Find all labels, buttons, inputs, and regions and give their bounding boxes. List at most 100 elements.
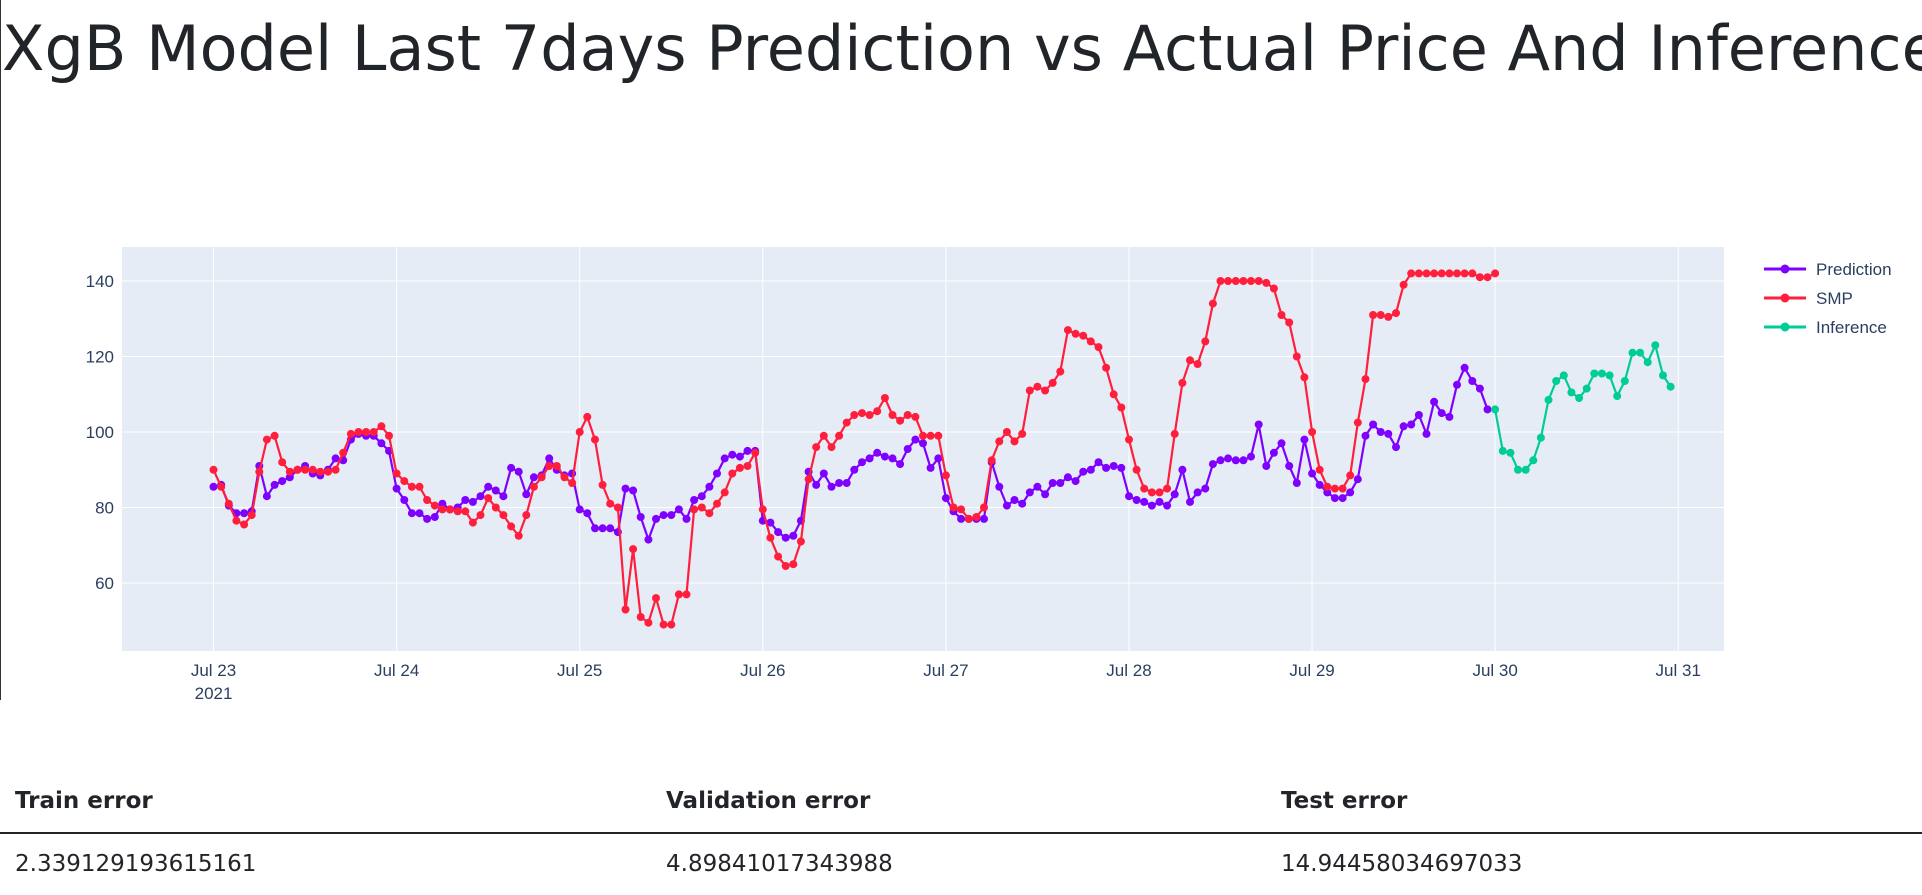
data-point	[377, 422, 386, 431]
data-point	[751, 448, 760, 457]
data-point	[400, 496, 409, 504]
data-point	[301, 465, 310, 474]
data-point	[758, 505, 767, 514]
data-point	[1628, 348, 1637, 357]
legend-label: Prediction	[1816, 260, 1892, 279]
data-point	[1361, 431, 1370, 440]
data-point	[293, 465, 302, 474]
data-point	[1468, 269, 1477, 278]
data-point	[209, 482, 218, 491]
data-point	[1109, 390, 1118, 399]
data-point	[514, 531, 523, 540]
data-point	[659, 511, 668, 520]
data-point	[1262, 278, 1271, 287]
data-point	[255, 467, 264, 476]
data-point	[1292, 352, 1301, 361]
data-point	[636, 613, 645, 621]
data-point	[705, 509, 714, 518]
data-point	[1285, 318, 1294, 327]
data-point	[1010, 437, 1019, 446]
data-point	[1041, 490, 1050, 499]
data-point	[850, 411, 859, 419]
legend-item-smp[interactable]: SMP	[1764, 289, 1853, 308]
data-point	[385, 431, 393, 440]
data-point	[1338, 484, 1347, 493]
data-point	[1597, 369, 1606, 378]
data-point	[1277, 311, 1286, 319]
data-point	[1193, 488, 1202, 497]
data-point	[1063, 326, 1072, 335]
data-point	[1018, 429, 1027, 438]
data-point	[1392, 443, 1400, 452]
data-point	[919, 431, 927, 440]
data-point	[560, 473, 569, 482]
data-point	[240, 520, 249, 529]
data-point	[1178, 465, 1187, 474]
data-point	[247, 511, 256, 520]
data-point	[819, 469, 828, 478]
data-point	[880, 452, 889, 461]
data-point	[1201, 337, 1210, 346]
legend-item-inference[interactable]: Inference	[1764, 318, 1887, 337]
data-point	[1437, 409, 1446, 418]
data-point	[362, 428, 371, 436]
data-point	[1422, 269, 1431, 278]
legend[interactable]: Prediction SMP Inference	[1764, 260, 1892, 337]
data-point	[1430, 397, 1439, 406]
data-point	[262, 492, 271, 501]
data-point	[652, 594, 660, 603]
data-point	[1140, 484, 1149, 493]
data-point	[430, 501, 439, 510]
data-point	[743, 446, 752, 455]
data-point	[949, 503, 958, 512]
data-point	[613, 503, 622, 512]
data-point	[1247, 452, 1255, 461]
data-point	[964, 514, 973, 523]
data-point	[224, 499, 233, 508]
data-point	[873, 448, 882, 457]
data-point	[1178, 378, 1187, 387]
data-point	[781, 533, 790, 542]
data-point	[1605, 371, 1614, 380]
data-point	[499, 492, 508, 501]
data-point	[1529, 456, 1538, 465]
grid	[122, 247, 1724, 651]
data-point	[995, 482, 1004, 491]
data-point	[1025, 488, 1034, 497]
data-point	[735, 452, 744, 461]
data-point	[674, 590, 683, 599]
series-layer	[209, 269, 1675, 629]
validation-error-header: Validation error	[651, 770, 1266, 834]
data-point	[880, 394, 889, 402]
data-point	[926, 431, 935, 440]
data-point	[415, 509, 424, 518]
data-point	[636, 513, 645, 521]
data-point	[697, 492, 706, 501]
data-point	[1330, 494, 1339, 503]
data-point	[400, 477, 409, 486]
data-point	[1170, 429, 1179, 438]
data-point	[1094, 343, 1103, 352]
data-point	[591, 524, 599, 533]
legend-item-prediction[interactable]: Prediction	[1764, 260, 1892, 279]
x-tick-label: Jul 30	[1472, 661, 1517, 680]
data-point	[423, 496, 432, 504]
data-point	[278, 458, 287, 467]
data-point	[1590, 369, 1599, 378]
data-point	[1376, 311, 1385, 319]
data-point	[1125, 492, 1133, 501]
data-point	[1567, 388, 1576, 397]
data-point	[507, 463, 516, 472]
data-point	[1369, 420, 1378, 429]
error-table: Train error Validation error Test error …	[0, 770, 1922, 894]
data-point	[415, 482, 424, 491]
data-point	[377, 439, 386, 448]
legend-label: SMP	[1816, 289, 1853, 308]
data-point	[1491, 405, 1500, 414]
test-error-header: Test error	[1266, 770, 1922, 834]
data-point	[713, 469, 721, 478]
data-point	[1559, 371, 1568, 380]
data-point	[606, 499, 615, 508]
data-point	[1346, 488, 1355, 497]
data-point	[1224, 454, 1233, 463]
